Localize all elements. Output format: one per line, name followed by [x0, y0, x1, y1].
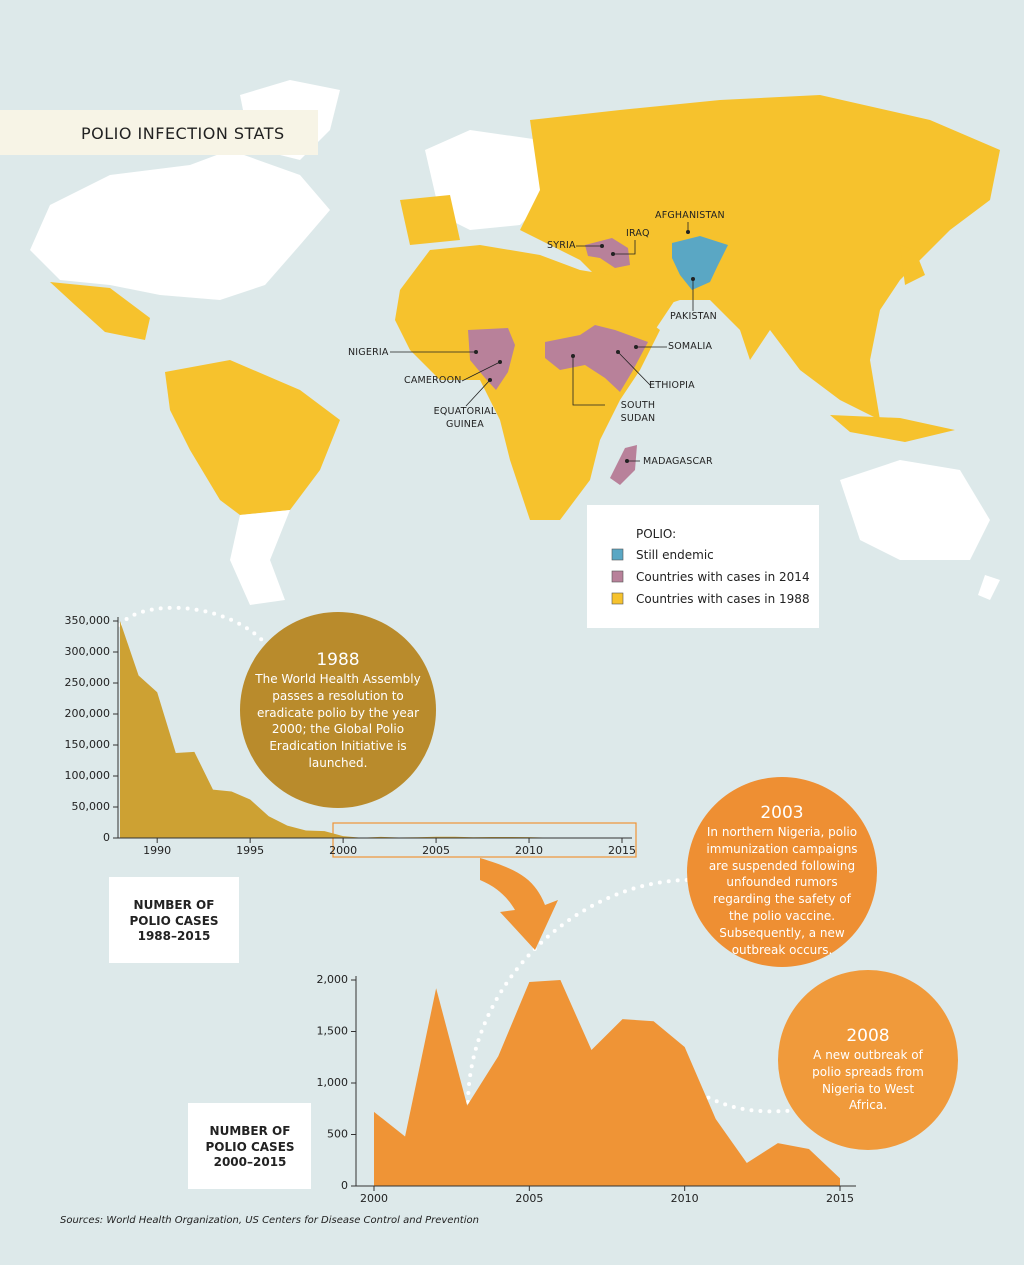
y-tick-label: 300,000 [65, 645, 111, 658]
annotation-text: The World Health Assembly passes a resol… [255, 672, 421, 770]
land [840, 460, 990, 560]
page-title: POLIO INFECTION STATS [81, 124, 285, 143]
y-tick-label: 100,000 [65, 769, 111, 782]
land [165, 360, 340, 515]
land [50, 282, 150, 340]
y-tick-label: 1,000 [317, 1076, 349, 1089]
map-label: SYRIA [547, 240, 576, 251]
legend-box [587, 505, 819, 628]
map-label: EQUATORIAL GUINEA [433, 406, 497, 430]
leader-dots [474, 230, 695, 463]
y-tick-label: 500 [327, 1128, 348, 1141]
world-map [30, 80, 1000, 605]
land [580, 270, 675, 332]
country [585, 238, 630, 268]
y-tick-label: 150,000 [65, 738, 111, 751]
legend-title: POLIO: [636, 527, 677, 541]
map-label: IRAQ [626, 228, 650, 239]
legend-swatch [611, 570, 624, 583]
map-label: SOMALIA [668, 341, 713, 352]
annotation-year: 2008 [846, 1026, 890, 1046]
y-tick-label: 0 [103, 831, 110, 844]
map-label: SOUTH SUDAN [620, 400, 656, 424]
land [900, 245, 925, 285]
y-tick-label: 250,000 [65, 676, 111, 689]
chart-title: NUMBER OF POLIO CASES 2000–2015 [205, 1124, 295, 1170]
land [400, 195, 460, 245]
x-tick-label: 2010 [515, 844, 543, 857]
chart-title: NUMBER OF POLIO CASES 1988–2015 [129, 898, 219, 944]
country [545, 325, 648, 392]
land [395, 245, 660, 520]
area [120, 621, 622, 838]
leader-lines [390, 222, 694, 462]
annotation-year: 1988 [316, 650, 360, 670]
annotation-text: A new outbreak of polio spreads from Nig… [812, 1048, 924, 1113]
x-tick-label: 2015 [608, 844, 636, 857]
x-tick-label: 2015 [826, 1192, 854, 1205]
legend-swatch [611, 548, 624, 561]
land [830, 415, 955, 442]
land [978, 575, 1000, 600]
map-label: CAMEROON [404, 375, 462, 386]
map-label: PAKISTAN [670, 311, 717, 322]
title-band [0, 110, 318, 155]
charts: 0 50,000 100,000 150,000 200,000 250,000 300,0… [65, 614, 856, 1205]
y-tick-label: 350,000 [65, 614, 111, 627]
chart-label-box [188, 1103, 311, 1189]
legend-label: Countries with cases in 2014 [636, 570, 810, 584]
chart-label-box [109, 877, 239, 963]
x-tick-label: 2005 [515, 1192, 543, 1205]
zoom-arrow [480, 858, 558, 950]
land [230, 510, 290, 605]
y-tick-label: 1,500 [317, 1025, 349, 1038]
annotation-circle [778, 970, 958, 1150]
x-tick-label: 1990 [143, 844, 171, 857]
x-tick-label: 2000 [360, 1192, 388, 1205]
land [30, 150, 330, 300]
annotation-circle [240, 612, 436, 808]
country [610, 445, 637, 485]
y-tick-label: 200,000 [65, 707, 111, 720]
sources: Sources: World Health Organization, US C… [60, 1215, 479, 1226]
map-label: MADAGASCAR [643, 456, 713, 467]
zoom-highlight [332, 822, 637, 858]
y-tick-label: 50,000 [72, 800, 111, 813]
y-tick-label: 2,000 [317, 973, 349, 986]
map-label: NIGERIA [348, 347, 389, 358]
x-tick-label: 2005 [422, 844, 450, 857]
annotation-year: 2003 [760, 803, 804, 823]
map-label: ETHIOPIA [649, 380, 695, 391]
country [468, 328, 515, 390]
land [520, 95, 1000, 420]
x-tick-label: 1995 [236, 844, 264, 857]
map-label: AFGHANISTAN [655, 210, 725, 221]
legend-swatches [611, 548, 624, 605]
annotation-circle [687, 777, 877, 967]
land [425, 130, 545, 230]
annotation-text: In northern Nigeria, polio immunization … [706, 825, 858, 957]
x-tick-label: 2000 [329, 844, 357, 857]
country [672, 236, 728, 290]
legend-label: Still endemic [636, 548, 714, 562]
area [374, 980, 840, 1186]
legend-swatch [611, 592, 624, 605]
y-tick-label: 0 [341, 1179, 348, 1192]
legend-label: Countries with cases in 1988 [636, 592, 810, 606]
x-tick-label: 2010 [671, 1192, 699, 1205]
